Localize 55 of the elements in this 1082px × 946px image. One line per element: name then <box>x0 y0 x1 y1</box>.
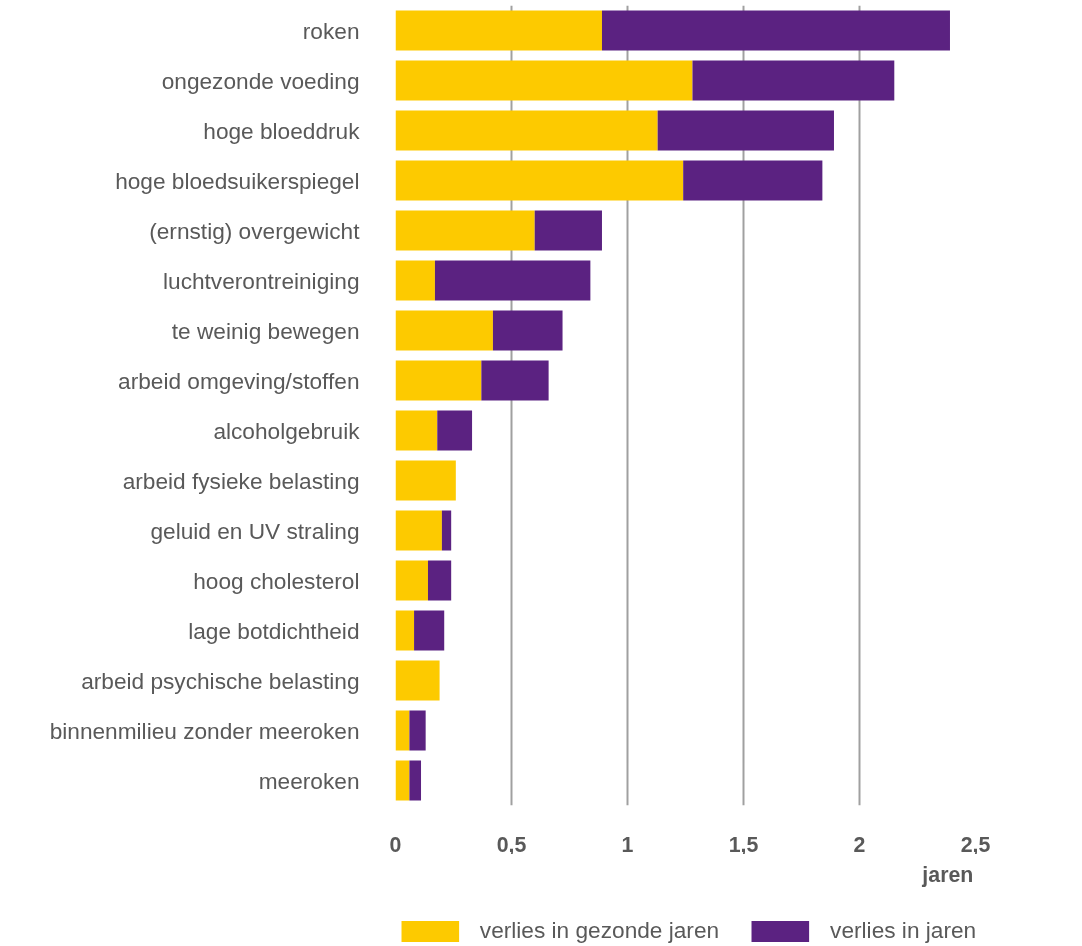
x-tick-label: 2 <box>853 832 866 857</box>
bar <box>395 410 438 451</box>
y-tick-label: hoog cholesterol <box>193 567 360 594</box>
y-tick-label: arbeid psychische belasting <box>81 667 360 694</box>
legend-label: verlies in gezonde jaren <box>479 917 720 944</box>
x-tick-label: 0,5 <box>496 832 527 857</box>
bar <box>395 760 410 801</box>
y-tick-label: hoge bloedsuikerspiegel <box>115 167 360 194</box>
bar <box>395 260 435 301</box>
bar <box>434 260 591 301</box>
bar <box>395 560 428 601</box>
x-axis-title: jaren <box>921 862 974 887</box>
y-tick-label: lage botdichtheid <box>188 617 360 644</box>
bar <box>409 760 422 801</box>
bar <box>395 110 658 151</box>
bar <box>492 310 563 351</box>
bar <box>395 610 415 651</box>
y-tick-label: alcoholgebruik <box>213 417 361 444</box>
bar <box>657 110 834 151</box>
bar <box>534 210 602 251</box>
bar <box>441 510 452 551</box>
bar <box>395 360 482 401</box>
bar <box>395 460 456 501</box>
bar <box>395 160 684 201</box>
bar <box>395 510 442 551</box>
bar <box>395 60 693 101</box>
bar <box>692 60 895 101</box>
x-tick-label: 1 <box>621 832 634 857</box>
x-tick-label: 0 <box>389 832 402 857</box>
y-tick-label: ongezonde voeding <box>161 67 360 94</box>
bar <box>409 710 426 751</box>
y-tick-label: geluid en UV straling <box>150 517 360 544</box>
x-tick-label: 1,5 <box>728 832 759 857</box>
bar <box>414 610 445 651</box>
y-tick-label: binnenmilieu zonder meeroken <box>49 717 360 744</box>
y-tick-label: te weinig bewegen <box>171 317 360 344</box>
bar <box>395 210 535 251</box>
y-tick-label: luchtverontreiniging <box>163 267 360 294</box>
bar <box>683 160 823 201</box>
bar <box>395 660 440 701</box>
x-tick-label: 2,5 <box>960 832 991 857</box>
bar <box>601 10 950 51</box>
bar <box>395 310 493 351</box>
y-tick-label: hoge bloeddruk <box>203 117 361 144</box>
y-tick-label: (ernstig) overgewicht <box>149 217 361 244</box>
bar <box>481 360 549 401</box>
bar <box>395 10 602 51</box>
y-tick-label: meeroken <box>258 767 360 794</box>
y-tick-label: roken <box>302 17 360 44</box>
y-tick-label: arbeid fysieke belasting <box>122 467 360 494</box>
legend-label: verlies in jaren <box>830 917 976 944</box>
y-tick-label: arbeid omgeving/stoffen <box>118 367 360 394</box>
bar <box>427 560 452 601</box>
bar <box>395 710 410 751</box>
bar <box>437 410 473 451</box>
